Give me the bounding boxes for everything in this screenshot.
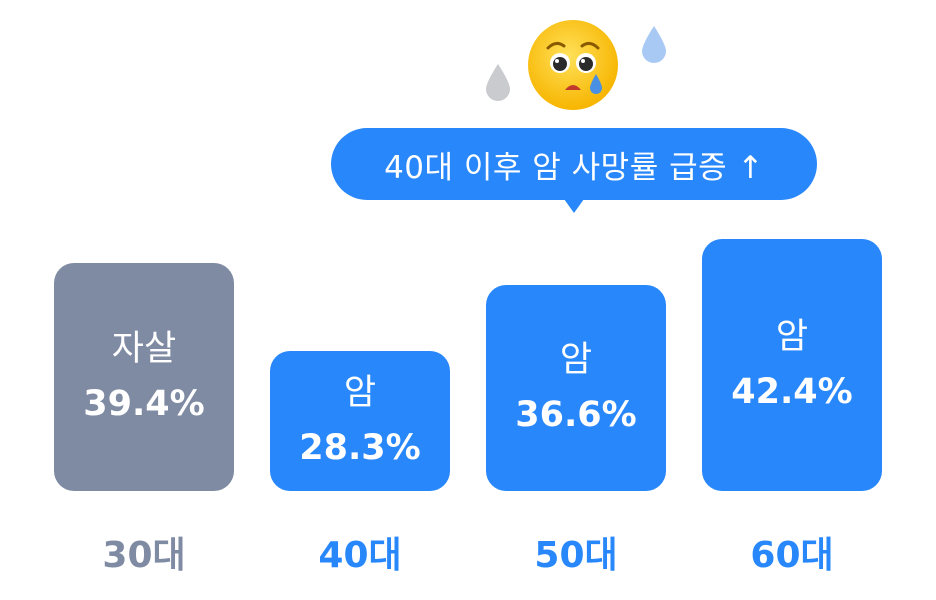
bar-label: 암 (775, 317, 809, 357)
x-tick-label: 40대 (318, 535, 402, 576)
sweat-drop-icon (642, 26, 666, 63)
callout-bubble: 40대 이후 암 사망률 급증 ↑ (331, 128, 817, 200)
bar-value-label: 36.6% (515, 395, 637, 436)
bar-label: 자살 (111, 328, 177, 369)
bar-4: 암 42.4% (702, 239, 882, 491)
sweat-drop-icon (486, 64, 510, 101)
callout-tail (564, 199, 584, 213)
bar-2: 암 28.3% (270, 351, 450, 491)
x-tick-label: 60대 (750, 535, 834, 576)
bar-value-label: 42.4% (731, 372, 853, 412)
bar-3: 암 36.6% (486, 285, 666, 491)
bar-value-label: 39.4% (83, 383, 205, 424)
bar-label: 암 (343, 373, 377, 413)
x-tick-label: 50대 (534, 535, 618, 576)
callout-text: 40대 이후 암 사망률 급증 ↑ (384, 149, 764, 186)
worried-face-with-tear-icon (526, 18, 620, 112)
x-tick-label: 30대 (102, 535, 186, 576)
bar-1: 자살 39.4% (54, 262, 234, 491)
bar-label: 암 (559, 340, 593, 381)
bar-value-label: 28.3% (299, 428, 421, 468)
